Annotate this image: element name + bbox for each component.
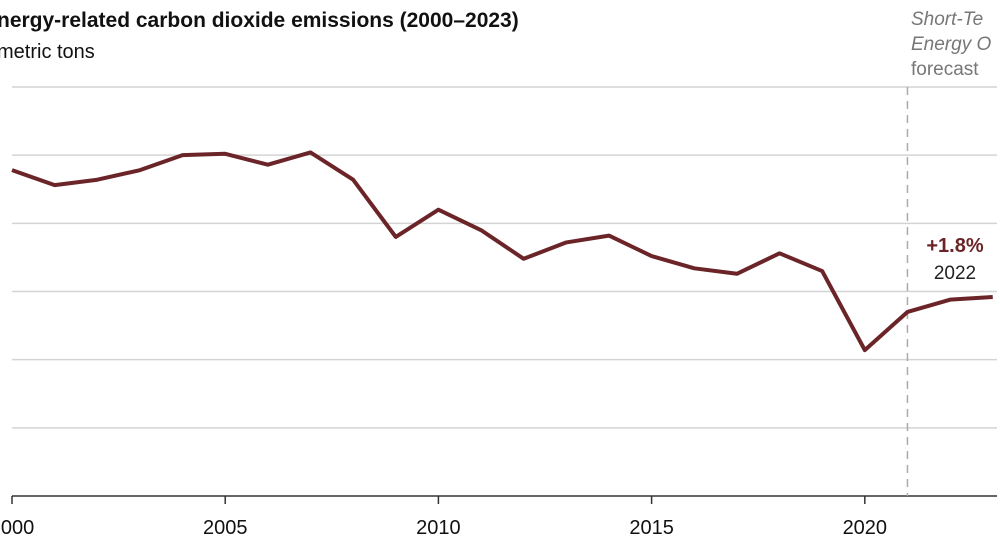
forecast-label: Energy O	[911, 34, 991, 55]
chart-title: nergy-related carbon dioxide emissions (…	[0, 9, 519, 32]
forecast-label: Short-Te	[911, 9, 983, 30]
annotation-change: +1.8%	[926, 235, 983, 257]
x-tick-label: 2015	[629, 517, 674, 537]
chart-subtitle: metric tons	[0, 41, 95, 63]
x-tick-label: 2010	[416, 517, 461, 537]
data-line	[11, 150, 993, 353]
x-tick-label: 2000	[0, 517, 34, 537]
forecast-label: forecast	[911, 59, 979, 80]
x-tick-label: 2005	[203, 517, 248, 537]
x-tick-label: 2020	[843, 517, 888, 537]
annotation-year: 2022	[934, 263, 976, 284]
